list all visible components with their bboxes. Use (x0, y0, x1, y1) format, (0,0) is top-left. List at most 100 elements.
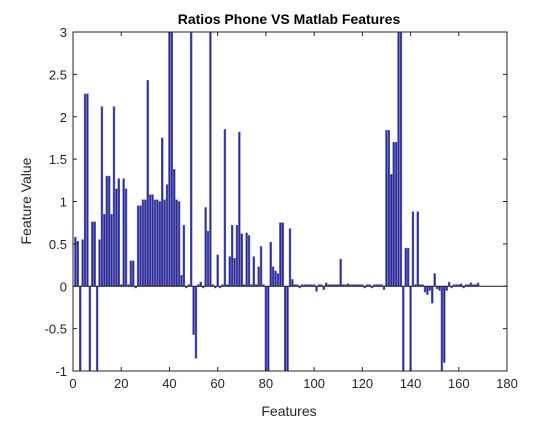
bar-89 (286, 286, 289, 372)
y-tick-label: 0 (60, 279, 67, 294)
y-tick-label: 0.5 (49, 237, 67, 252)
bar-32 (148, 194, 152, 287)
bar-82 (269, 241, 272, 287)
bar-51 (194, 286, 198, 359)
bar-8 (91, 221, 94, 287)
bar-81 (267, 286, 270, 372)
bar-77 (257, 266, 260, 287)
bar-25 (132, 260, 135, 287)
y-axis-label: Feature Value (18, 157, 34, 244)
bar-135 (397, 31, 400, 287)
bar-139 (406, 247, 410, 287)
bar-105 (324, 282, 328, 287)
bar-33 (151, 194, 154, 287)
bar-16 (110, 213, 113, 287)
bar-68 (235, 224, 239, 287)
bar-84 (274, 270, 277, 287)
bar-140 (409, 286, 412, 372)
x-tick-label: 20 (114, 376, 128, 391)
bar-24 (129, 260, 133, 287)
bar-63 (223, 129, 227, 287)
bar-141 (411, 211, 415, 287)
bar-65 (228, 256, 231, 287)
bar-7 (88, 286, 92, 372)
y-tick-label: 2.5 (49, 67, 67, 82)
bar-43 (175, 199, 178, 287)
bar-6 (86, 93, 89, 287)
x-tick-label: 0 (69, 376, 76, 391)
bar-17 (112, 106, 116, 287)
bar-138 (404, 247, 407, 287)
bar-143 (416, 211, 419, 287)
y-tick-label: 1.5 (49, 152, 67, 167)
bar-27 (136, 205, 140, 287)
bar-72 (245, 232, 248, 287)
x-tick-label: 120 (351, 376, 373, 391)
bar-34 (153, 199, 157, 287)
bar-series (74, 31, 480, 372)
bar-31 (146, 80, 149, 287)
bar-15 (107, 175, 111, 287)
bar-57 (209, 31, 212, 287)
bar-30 (144, 199, 147, 287)
bar-1 (74, 236, 77, 287)
bar-136 (399, 31, 403, 287)
bar-56 (206, 230, 210, 287)
bar-55 (204, 207, 207, 287)
bar-137 (402, 286, 405, 372)
axis-ticks: 0 20 40 60 80 100 120 140 160 180 -1 -0.5 0 0.5 1 1.5 2 2… (45, 25, 518, 391)
bar-87 (281, 222, 284, 287)
bar-111 (339, 258, 342, 287)
bar-70 (240, 233, 243, 287)
bar-10 (95, 286, 99, 372)
bar-90 (288, 228, 292, 287)
bar-49 (189, 31, 193, 287)
bar-168 (476, 282, 480, 287)
bar-147 (426, 286, 429, 295)
bar-18 (115, 188, 118, 287)
bar-36 (158, 201, 161, 287)
y-tick-label: 2 (60, 110, 67, 125)
bar-40 (168, 31, 171, 287)
bar-129 (382, 286, 386, 290)
bar-45 (180, 274, 183, 287)
bar-42 (173, 169, 176, 287)
bar-41 (170, 31, 174, 287)
x-tick-label: 80 (259, 376, 273, 391)
bar-133 (392, 141, 395, 287)
bar-53 (199, 281, 202, 287)
bar-69 (238, 131, 241, 287)
y-tick-label: 3 (60, 25, 67, 40)
bar-146 (423, 286, 427, 293)
bar-12 (100, 106, 104, 287)
bar-2 (76, 241, 80, 287)
bar-75 (252, 256, 256, 287)
bar-50 (192, 286, 195, 335)
bar-154 (443, 286, 446, 363)
bar-86 (279, 222, 282, 287)
bar-152 (438, 286, 441, 291)
bar-155 (445, 286, 448, 291)
bar-13 (103, 213, 106, 287)
bar-156 (447, 281, 451, 287)
bar-28 (139, 205, 142, 287)
bar-4 (81, 239, 84, 287)
bar-153 (440, 286, 444, 372)
bar-150 (433, 273, 436, 287)
bar-88 (283, 286, 287, 372)
bar-104 (322, 286, 325, 290)
y-tick-label: -0.5 (45, 322, 67, 337)
bar-67 (233, 258, 236, 287)
bar-44 (177, 201, 181, 287)
x-tick-label: 60 (210, 376, 224, 391)
bar-91 (291, 279, 294, 287)
bar-35 (156, 199, 159, 287)
bar-132 (390, 174, 393, 287)
bar-78 (259, 246, 263, 287)
bar-165 (469, 282, 473, 287)
bar-21 (122, 178, 125, 287)
x-tick-label: 180 (496, 376, 518, 391)
bar-14 (105, 175, 108, 287)
